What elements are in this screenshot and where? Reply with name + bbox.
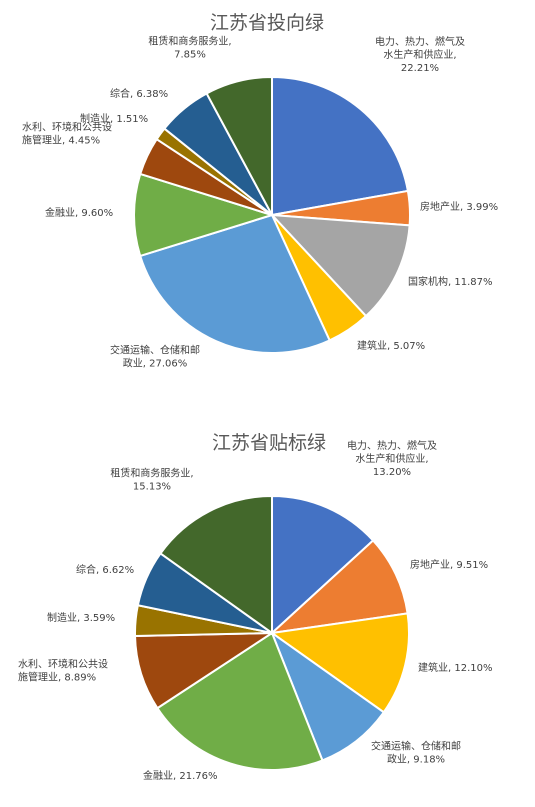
pie-slice <box>269 612 410 714</box>
slice-label: 制造业, 1.51% <box>80 112 148 125</box>
pie-labels-investment: 电力、热力、燃气及水生产和供应业, 22.21% 房地产业, 3.99% 国家机构, … <box>22 35 498 370</box>
pie-slice <box>268 539 409 635</box>
slice-label-line: 制造业, 1.51% <box>80 112 148 125</box>
slice-label-line: 水利、环境和公共设 <box>22 121 112 134</box>
slice-label-line: 租赁和商务服务业, <box>148 35 231 48</box>
slice-label-line: 15.13% <box>133 482 171 493</box>
slice-label-line: 施管理业, 8.89% <box>18 671 96 684</box>
pie-slice <box>159 494 273 635</box>
slice-label: 金融业, 9.60% <box>45 206 113 219</box>
slice-label: 房地产业, 3.99% <box>420 200 498 213</box>
slice-label: 交通运输、仓储和邮政业, 9.18% <box>371 740 461 766</box>
pie-labels-labeled: 电力、热力、燃气及水生产和供应业, 13.20% 房地产业, 9.51% 建筑业, 1… <box>18 439 493 782</box>
chart-title-labeled: 江苏省贴标绿 <box>212 432 326 454</box>
slice-label-line: 租赁和商务服务业, <box>110 467 193 480</box>
slice-label: 综合, 6.38% <box>110 87 168 100</box>
slice-label-line: 水利、环境和公共设 <box>18 658 108 671</box>
pie-slice <box>138 213 331 354</box>
slice-label: 电力、热力、燃气及水生产和供应业, 13.20% <box>347 439 437 478</box>
slice-label: 制造业, 3.59% <box>47 611 115 624</box>
slice-label-line: 水生产和供应业, <box>383 48 456 61</box>
pie-slice <box>156 631 324 771</box>
pie-chart-investment: 江苏省投向绿 电力、热力、燃气及水生产和供应业, 22.21% 房地产业, 3.99… <box>22 12 498 370</box>
pie-slice <box>271 75 410 217</box>
slice-label: 金融业, 21.76% <box>143 769 218 782</box>
slice-label-line: 房地产业, 9.51% <box>410 558 488 571</box>
slice-label: 建筑业, 5.07% <box>357 339 425 352</box>
slice-label-line: 国家机构, 11.87% <box>408 275 493 288</box>
slice-label-line: 电力、热力、燃气及 <box>347 439 437 452</box>
slice-label-line: 金融业, 21.76% <box>143 769 218 782</box>
slice-label-line: 水生产和供应业, <box>355 452 428 465</box>
slice-label: 房地产业, 9.51% <box>410 558 488 571</box>
pie-chart-labeled: 江苏省贴标绿 电力、热力、燃气及水生产和供应业, 13.20% 房地产业, 9.51… <box>18 432 493 782</box>
slice-label-line: 施管理业, 4.45% <box>22 134 100 147</box>
slice-label: 水利、环境和公共设施管理业, 8.89% <box>18 658 108 684</box>
slice-label-line: 交通运输、仓储和邮 <box>110 344 200 357</box>
pie-slices-investment <box>133 75 411 354</box>
slice-label-line: 13.20% <box>373 467 411 478</box>
pie-slice <box>269 213 411 318</box>
slice-label-line: 综合, 6.38% <box>110 87 168 100</box>
slice-label-line: 22.21% <box>401 63 439 74</box>
slice-label-line: 7.85% <box>174 50 206 61</box>
slice-label-line: 房地产业, 3.99% <box>420 200 498 213</box>
slice-label: 水利、环境和公共设施管理业, 4.45% <box>22 121 112 147</box>
slice-label: 综合, 6.62% <box>76 563 134 576</box>
pie-slice <box>271 494 375 636</box>
chart-title-investment: 江苏省投向绿 <box>210 12 324 34</box>
slice-label-line: 政业, 27.06% <box>123 357 188 370</box>
pie-slice <box>133 172 276 258</box>
slice-label-line: 建筑业, 5.07% <box>357 339 425 352</box>
slice-label-line: 制造业, 3.59% <box>47 611 115 624</box>
slice-label-line: 综合, 6.62% <box>76 563 134 576</box>
slice-label-line: 交通运输、仓储和邮 <box>371 740 461 753</box>
slice-label: 租赁和商务服务业, 7.85% <box>148 35 231 61</box>
pie-slice <box>269 630 386 762</box>
slice-label-line: 政业, 9.18% <box>387 753 445 766</box>
slice-label: 国家机构, 11.87% <box>408 275 493 288</box>
pie-slices-labeled <box>134 494 410 771</box>
slice-label: 交通运输、仓储和邮政业, 27.06% <box>110 344 200 370</box>
slice-label-line: 电力、热力、燃气及 <box>375 35 465 48</box>
slice-label: 电力、热力、燃气及水生产和供应业, 22.21% <box>375 35 465 74</box>
pie-slice <box>205 75 273 216</box>
slice-label-line: 金融业, 9.60% <box>45 206 113 219</box>
slice-label: 租赁和商务服务业, 15.13% <box>110 467 193 493</box>
slice-label-line: 建筑业, 12.10% <box>418 661 493 674</box>
slice-label: 建筑业, 12.10% <box>418 661 493 674</box>
